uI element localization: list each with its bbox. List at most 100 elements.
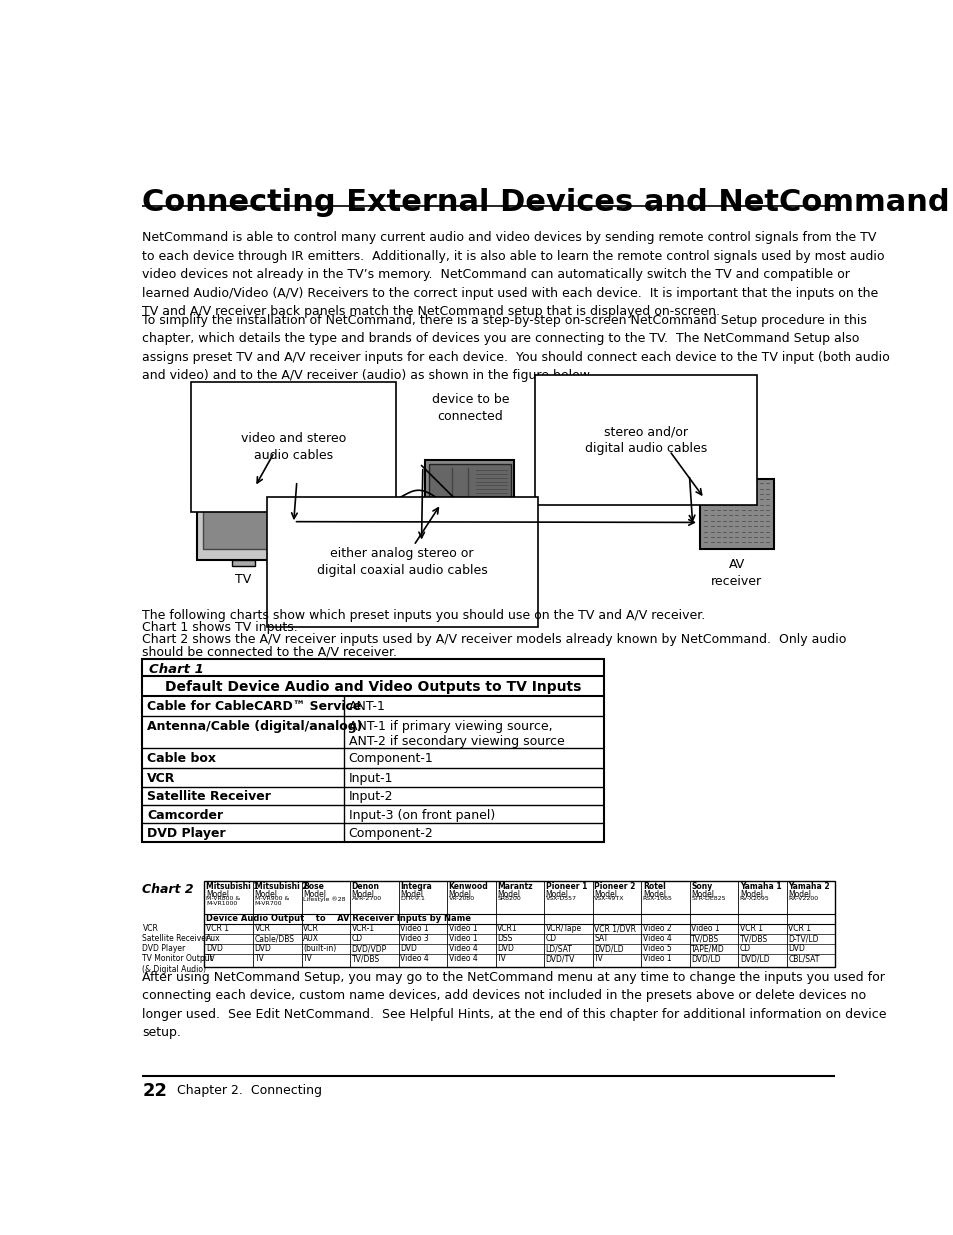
Text: Model: Model [399,889,423,899]
Text: Model: Model [545,889,568,899]
Text: Model: Model [352,889,375,899]
Text: DTR-9.1: DTR-9.1 [399,895,425,900]
Text: TV/DBS: TV/DBS [691,935,719,944]
Text: DVD/LD: DVD/LD [594,945,623,953]
Text: DVD: DVD [787,945,804,953]
Text: AUX: AUX [303,935,318,944]
Text: Model: Model [497,889,519,899]
Text: Model: Model [642,889,665,899]
Text: Video 1: Video 1 [448,924,476,934]
Bar [142,658,603,842]
Text: Device Audio Output    to    AV Receiver Inputs by Name: Device Audio Output to AV Receiver Input… [206,914,471,924]
Text: After using NetCommand Setup, you may go to the NetCommand menu at any time to c: After using NetCommand Setup, you may go… [142,971,886,1039]
Text: Yamaha 2: Yamaha 2 [787,882,829,890]
Text: Denon: Denon [352,882,379,890]
Text: VCR 1: VCR 1 [787,924,810,934]
Text: Model: Model [787,889,810,899]
Text: TV: TV [303,955,313,963]
Bar [232,561,254,567]
Text: RV-X2095: RV-X2095 [740,895,769,900]
Text: TV/DBS: TV/DBS [740,935,767,944]
Text: Sony: Sony [691,882,712,890]
Text: DVD: DVD [206,945,223,953]
Text: Input-3 (on front panel): Input-3 (on front panel) [348,809,495,821]
Text: Video 1: Video 1 [691,924,720,934]
Text: Bose: Bose [303,882,324,890]
Text: DVD/LD: DVD/LD [691,955,720,963]
Text: Model: Model [303,889,326,899]
Text: Marantz: Marantz [497,882,533,890]
Text: AV
receiver: AV receiver [711,558,761,588]
Text: Video 1: Video 1 [448,935,476,944]
Text: stereo and/or
digital audio cables: stereo and/or digital audio cables [584,425,706,456]
Text: VR-2080: VR-2080 [448,895,475,900]
Text: Rotel: Rotel [642,882,665,890]
Text: VCR: VCR [303,924,318,934]
Text: The following charts show which preset inputs you should use on the TV and A/V r: The following charts show which preset i… [142,609,705,621]
Text: Model: Model [691,889,714,899]
Text: device to be
connected: device to be connected [431,393,509,424]
Text: Video 4: Video 4 [399,955,429,963]
Text: Satellite Receiver: Satellite Receiver [147,790,271,804]
Text: VCR1: VCR1 [497,924,517,934]
Text: VCR 1: VCR 1 [206,924,229,934]
Text: Model: Model [448,889,471,899]
Text: VCR 1/DVR: VCR 1/DVR [594,924,636,934]
Text: CBL/SAT: CBL/SAT [787,955,819,963]
Text: Aux: Aux [206,935,220,944]
Bar [700,479,773,548]
Text: SAT: SAT [594,935,608,944]
Text: Default Device Audio and Video Outputs to TV Inputs: Default Device Audio and Video Outputs t… [165,680,580,694]
Text: Mitsubishi 1: Mitsubishi 1 [206,882,258,890]
Bar [204,882,835,967]
Text: Pioneer 2: Pioneer 2 [594,882,635,890]
Text: M-VR800 &
M-VR1000: M-VR800 & M-VR1000 [206,895,240,906]
Text: CD: CD [352,935,362,944]
Text: DVD: DVD [399,945,416,953]
Text: DVD/TV: DVD/TV [545,955,575,963]
Text: Component-1: Component-1 [348,752,433,764]
Text: Video 1: Video 1 [399,924,428,934]
Text: RX-V2200: RX-V2200 [787,895,818,900]
Text: Model: Model [254,889,277,899]
Text: TV Monitor Output
(& Digital Audio): TV Monitor Output (& Digital Audio) [142,955,213,973]
Text: DVD: DVD [254,945,272,953]
Text: TV: TV [234,573,251,587]
Text: Video 2: Video 2 [642,924,671,934]
Text: AVR-2700: AVR-2700 [352,895,381,900]
Text: SR8200: SR8200 [497,895,520,900]
Text: Lifestyle ®28: Lifestyle ®28 [303,895,345,902]
Text: RSX-1065: RSX-1065 [642,895,672,900]
Text: Chart 2 shows the A/V receiver inputs used by A/V receiver models already known : Chart 2 shows the A/V receiver inputs us… [142,634,846,646]
Bar [429,464,510,499]
Text: To simplify the installation of NetCommand, there is a step-by-step on-screen Ne: To simplify the installation of NetComma… [142,314,889,383]
Text: Model: Model [740,889,762,899]
Text: DVD Player: DVD Player [142,945,186,953]
Text: Kenwood: Kenwood [448,882,488,890]
Text: VCR/Tape: VCR/Tape [545,924,581,934]
Text: Cable for CableCARD™ Service: Cable for CableCARD™ Service [147,699,361,713]
Text: M-VR900 &
M-VR700: M-VR900 & M-VR700 [254,895,289,906]
Text: VSX-D557: VSX-D557 [545,895,577,900]
Text: Input-2: Input-2 [348,790,393,804]
Bar [425,461,514,503]
Text: Input-1: Input-1 [348,772,393,785]
Text: Video 4: Video 4 [448,955,476,963]
Text: 22: 22 [142,1082,168,1100]
Text: Model: Model [206,889,229,899]
Text: LD/SAT: LD/SAT [545,945,572,953]
Text: DVD/VDP: DVD/VDP [352,945,387,953]
Text: Cable/DBS: Cable/DBS [254,935,294,944]
Text: Video 5: Video 5 [642,945,671,953]
Text: Antenna/Cable (digital/analog): Antenna/Cable (digital/analog) [147,720,362,732]
Text: Mitsubishi 2: Mitsubishi 2 [254,882,307,890]
Text: Chapter 2.  Connecting: Chapter 2. Connecting [177,1084,322,1097]
Text: VCR 1: VCR 1 [740,924,762,934]
Bar [196,483,290,561]
Text: VCR-1: VCR-1 [352,924,375,934]
Text: Cable box: Cable box [147,752,216,764]
Text: DSS: DSS [497,935,512,944]
Text: ANT-1: ANT-1 [348,699,385,713]
Text: CD: CD [740,945,750,953]
Text: VCR: VCR [142,924,158,934]
